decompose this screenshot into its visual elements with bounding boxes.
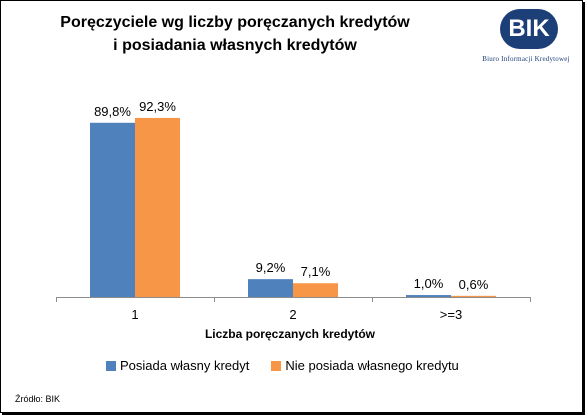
source-note: Źródło: BIK — [15, 394, 61, 404]
chart-title-line1: Poręczyciele wg liczby poręczanych kredy… — [60, 14, 410, 31]
x-axis-title: Liczba poręczanych kredytów — [204, 327, 376, 341]
legend-swatch-series2 — [271, 360, 282, 371]
legend: Posiada własny kredyt Nie posiada własne… — [106, 358, 481, 373]
bar-series1-cat3 — [406, 295, 451, 297]
chart-title: Poręczyciele wg liczby poręczanych kredy… — [40, 11, 430, 57]
legend-label-series2: Nie posiada własnego kredytu — [285, 358, 459, 373]
data-label-series1-cat1: 89,8% — [94, 104, 131, 119]
chart-title-line2: i posiadania własnych kredytów — [113, 37, 357, 54]
bar-series2-cat2 — [293, 283, 338, 297]
data-label-series1-cat2: 9,2% — [256, 260, 286, 275]
bar-series1-cat2 — [248, 279, 293, 297]
data-label-series2-cat2: 7,1% — [301, 264, 331, 279]
bik-logo: BIK Biuro Informacji Kredytowej — [478, 9, 574, 69]
x-tick-label: >=3 — [440, 307, 462, 322]
bar-series1-cat1 — [90, 122, 135, 298]
bar-series2-cat3 — [451, 295, 496, 297]
legend-label-series1: Posiada własny kredyt — [120, 358, 250, 373]
legend-item-series2: Nie posiada własnego kredytu — [271, 358, 459, 373]
legend-item-series1: Posiada własny kredyt — [106, 358, 249, 373]
data-label-series2-cat1: 92,3% — [139, 99, 176, 114]
data-label-series2-cat3: 0,6% — [459, 277, 489, 292]
bik-logo-badge: BIK — [500, 9, 558, 49]
bar-series2-cat1 — [135, 117, 180, 297]
x-tick-label: 1 — [131, 307, 138, 322]
x-tick-label: 2 — [289, 307, 296, 322]
legend-swatch-series1 — [106, 360, 116, 371]
data-label-series1-cat3: 1,0% — [414, 276, 444, 291]
bik-logo-subtitle: Biuro Informacji Kredytowej — [482, 55, 570, 63]
